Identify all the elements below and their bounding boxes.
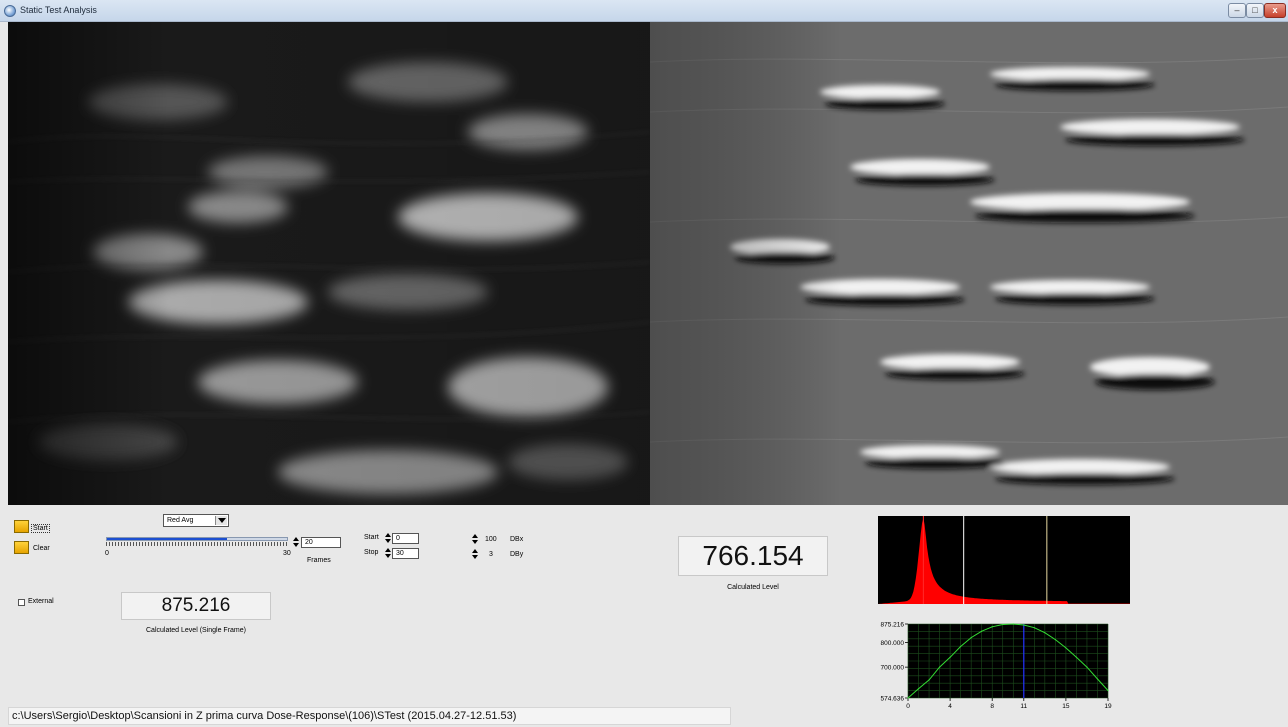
x-tick-label: 8 (990, 703, 994, 710)
chevron-down-icon[interactable] (215, 516, 227, 525)
frames-value-field[interactable]: 20 (301, 537, 341, 548)
external-label[interactable]: External (28, 598, 54, 605)
series-point (1107, 689, 1109, 692)
series-point (960, 645, 962, 648)
series-point (907, 697, 909, 699)
dby-value[interactable]: 3 (489, 551, 493, 558)
slider-min-label: 0 (105, 550, 109, 557)
grayscale-microscopy-image (8, 22, 650, 505)
y-tick-label: 700.000 (881, 665, 905, 672)
histogram-graph (878, 516, 1130, 604)
clear-button[interactable] (14, 541, 29, 554)
maximize-button[interactable]: □ (1246, 3, 1264, 18)
series-point (928, 679, 930, 681)
series-point (917, 688, 920, 690)
series-point (1023, 624, 1025, 626)
series-line-0 (907, 623, 1109, 699)
slider-fill (107, 538, 227, 540)
y-tick-label: 800.000 (881, 640, 905, 647)
series-point (1044, 632, 1046, 634)
x-tick-label: 0 (906, 703, 910, 710)
frames-slider[interactable] (102, 535, 292, 549)
close-button[interactable]: x (1264, 3, 1286, 18)
app-icon (4, 5, 16, 17)
clear-label[interactable]: Clear (33, 545, 50, 552)
start-field[interactable]: 0 (392, 533, 419, 544)
series-point (991, 626, 993, 628)
series-point (970, 636, 972, 639)
series-point (1033, 627, 1035, 629)
single-frame-level-caption: Calculated Level (Single Frame) (146, 627, 246, 634)
histogram[interactable] (878, 516, 1130, 604)
start-button[interactable] (14, 520, 29, 533)
series-point (1054, 638, 1056, 641)
series-point (1096, 678, 1099, 680)
dbx-spinner[interactable] (472, 534, 479, 545)
minimize-button[interactable]: – (1228, 3, 1246, 18)
single-frame-level-readout: 875.216 (121, 592, 271, 620)
dbx-label: DBx (510, 536, 524, 543)
series-point (949, 656, 951, 658)
series-point (1065, 647, 1067, 649)
series-point (1012, 623, 1014, 625)
raw-image-view[interactable] (8, 22, 650, 505)
window-title: Static Test Analysis (20, 5, 97, 15)
dby-label: DBy (510, 551, 524, 558)
start-spinner[interactable] (385, 533, 392, 544)
calculated-level-readout: 766.154 (678, 536, 828, 576)
external-checkbox[interactable] (18, 599, 25, 606)
x-tick-label: 19 (1104, 703, 1112, 710)
start-field-label: Start (364, 534, 379, 541)
series-point (1002, 623, 1004, 626)
file-path-field[interactable]: c:\Users\Sergio\Desktop\Scansioni in Z p… (8, 707, 731, 725)
dbx-value[interactable]: 100 (485, 536, 497, 543)
series-point (938, 666, 941, 668)
embossed-relief-image (650, 22, 1288, 505)
channel-dropdown-value: Red Avg (167, 517, 194, 524)
histogram-distribution (878, 518, 1130, 604)
y-tick-label: 875.216 (881, 622, 905, 629)
start-label[interactable]: Start (31, 524, 50, 533)
x-tick-label: 4 (948, 703, 952, 710)
stop-spinner[interactable] (385, 548, 392, 559)
slider-max-label: 30 (283, 550, 291, 557)
stop-field-label: Stop (364, 549, 379, 556)
x-tick-label: 11 (1020, 703, 1027, 710)
channel-dropdown[interactable]: Red Avg (163, 514, 229, 527)
title-bar: Static Test Analysis – □ x (0, 0, 1288, 22)
series-point (981, 630, 983, 632)
y-tick-label: 574.636 (881, 696, 905, 703)
slider-ticks (106, 542, 288, 546)
level-plot[interactable]: 875.216 800.000 700.000 574.636 0 4 8 11 15 19 (860, 620, 1120, 712)
relief-image-view[interactable] (650, 22, 1288, 505)
dby-spinner[interactable] (472, 549, 479, 560)
frames-spinner[interactable] (293, 537, 300, 548)
frames-label: Frames (307, 557, 331, 564)
stop-field[interactable]: 30 (392, 548, 419, 559)
calculated-level-caption: Calculated Level (727, 584, 779, 591)
x-tick-label: 15 (1062, 703, 1070, 710)
slider-track[interactable] (106, 537, 288, 541)
series-point (1075, 656, 1078, 658)
series-point (1086, 666, 1088, 668)
